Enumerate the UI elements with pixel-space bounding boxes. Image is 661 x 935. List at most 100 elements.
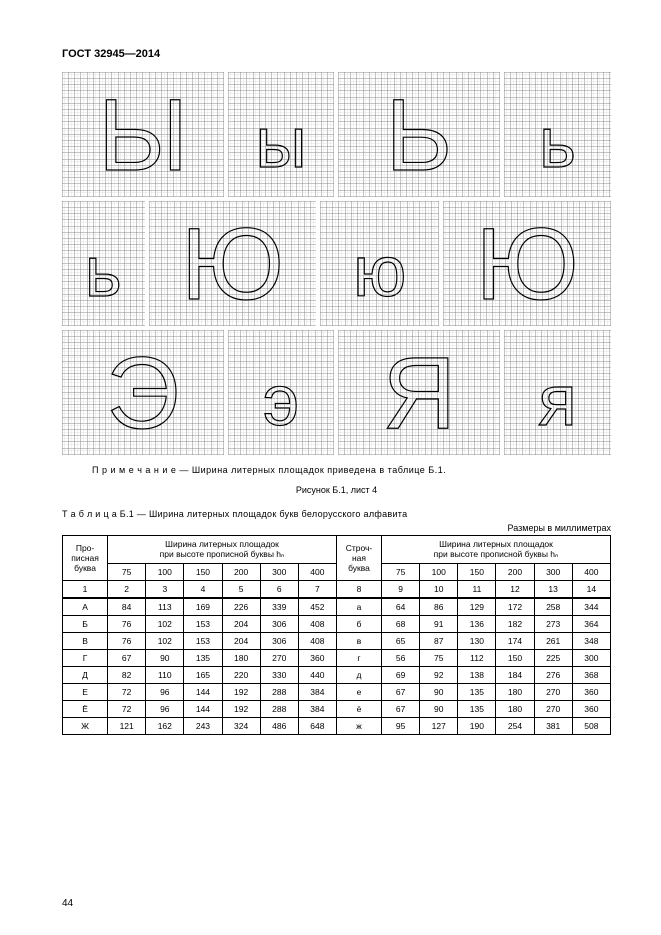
document-id: ГОСТ 32945—2014	[62, 48, 611, 60]
table-cell: 1	[63, 581, 108, 599]
table-cell: 65	[382, 633, 420, 650]
table-cell: 90	[420, 701, 458, 718]
table-cell: 408	[298, 633, 336, 650]
glyph-cell: Я	[338, 330, 500, 455]
glyph-cell: Э	[62, 330, 224, 455]
table-header: 300	[534, 564, 572, 581]
glyph-cell: ы	[228, 72, 333, 197]
page-number: 44	[62, 898, 73, 909]
table-cell: Г	[63, 650, 108, 667]
glyph-letter: Я	[383, 342, 457, 444]
table-cell: 254	[496, 718, 534, 735]
table-cell: 204	[222, 633, 260, 650]
glyph-cell: ь	[62, 201, 145, 326]
table-cell: 384	[298, 684, 336, 701]
table-cell: 364	[572, 616, 610, 633]
glyph-cell: Ы	[62, 72, 224, 197]
table-row: А84113169226339452а6486129172258344	[63, 598, 611, 616]
table-header: 400	[572, 564, 610, 581]
table-header: 300	[260, 564, 298, 581]
table-cell: 12	[496, 581, 534, 599]
table-cell: 2	[108, 581, 146, 599]
table-cell: 180	[222, 650, 260, 667]
glyph-letter: Ы	[98, 84, 188, 186]
table-header: Строч-наябуква	[336, 536, 381, 581]
table-cell: д	[336, 667, 381, 684]
table-cell: 112	[458, 650, 496, 667]
table-row: Д82110165220330440д6992138184276368	[63, 667, 611, 684]
table-cell: 144	[184, 684, 222, 701]
glyph-letter: ы	[255, 108, 306, 179]
table-cell: 261	[534, 633, 572, 650]
table-cell: 360	[572, 701, 610, 718]
table-cell: 258	[534, 598, 572, 616]
table-cell: 138	[458, 667, 496, 684]
table-cell: 135	[184, 650, 222, 667]
table-cell: 174	[496, 633, 534, 650]
table-cell: 288	[260, 701, 298, 718]
table-cell: 86	[420, 598, 458, 616]
table-cell: б	[336, 616, 381, 633]
table-cell: 384	[298, 701, 336, 718]
table-cell: 508	[572, 718, 610, 735]
table-cell: 95	[382, 718, 420, 735]
glyph-cell: э	[228, 330, 335, 455]
table-cell: 165	[184, 667, 222, 684]
table-cell: 84	[108, 598, 146, 616]
table-cell: г	[336, 650, 381, 667]
table-cell: 3	[146, 581, 184, 599]
table-cell: 76	[108, 633, 146, 650]
table-cell: 11	[458, 581, 496, 599]
table-header: 100	[146, 564, 184, 581]
table-cell: 180	[496, 684, 534, 701]
table-cell: 270	[260, 650, 298, 667]
table-cell: е	[336, 684, 381, 701]
table-header: 400	[298, 564, 336, 581]
glyph-cell: Ю	[149, 201, 317, 326]
table-cell: 344	[572, 598, 610, 616]
table-cell: 67	[382, 684, 420, 701]
table-cell: 276	[534, 667, 572, 684]
table-cell: 648	[298, 718, 336, 735]
table-cell: 144	[184, 701, 222, 718]
table-row: Б76102153204306408б6891136182273364	[63, 616, 611, 633]
table-cell: 92	[420, 667, 458, 684]
table-cell: 9	[382, 581, 420, 599]
table-cell: 182	[496, 616, 534, 633]
table-cell: 135	[458, 701, 496, 718]
table-cell: 82	[108, 667, 146, 684]
table-cell: 360	[298, 650, 336, 667]
table-row: В76102153204306408в6587130174261348	[63, 633, 611, 650]
table-cell: 348	[572, 633, 610, 650]
glyph-letter: ю	[353, 237, 406, 308]
table-cell: 87	[420, 633, 458, 650]
table-header: Ширина литерных площадокпри высоте пропи…	[382, 536, 611, 564]
table-cell: 96	[146, 701, 184, 718]
table-cell: 306	[260, 616, 298, 633]
table-cell: Д	[63, 667, 108, 684]
table-cell: 220	[222, 667, 260, 684]
table-cell: 243	[184, 718, 222, 735]
table-cell: 273	[534, 616, 572, 633]
table-cell: 90	[146, 650, 184, 667]
table-cell: 225	[534, 650, 572, 667]
table-title: Т а б л и ц а Б.1 — Ширина литерных площ…	[62, 509, 611, 519]
table-cell: 452	[298, 598, 336, 616]
table-cell: 8	[336, 581, 381, 599]
table-cell: 270	[534, 684, 572, 701]
table-cell: 113	[146, 598, 184, 616]
table-cell: 67	[382, 701, 420, 718]
table-cell: Е	[63, 684, 108, 701]
table-cell: 150	[496, 650, 534, 667]
table-cell: 121	[108, 718, 146, 735]
glyph-cell: Ю	[443, 201, 611, 326]
table-cell: 7	[298, 581, 336, 599]
table-cell: Б	[63, 616, 108, 633]
table-cell: 368	[572, 667, 610, 684]
table-cell: 172	[496, 598, 534, 616]
table-cell: 72	[108, 701, 146, 718]
table-cell: 135	[458, 684, 496, 701]
table-cell: в	[336, 633, 381, 650]
table-cell: 288	[260, 684, 298, 701]
table-cell: 56	[382, 650, 420, 667]
